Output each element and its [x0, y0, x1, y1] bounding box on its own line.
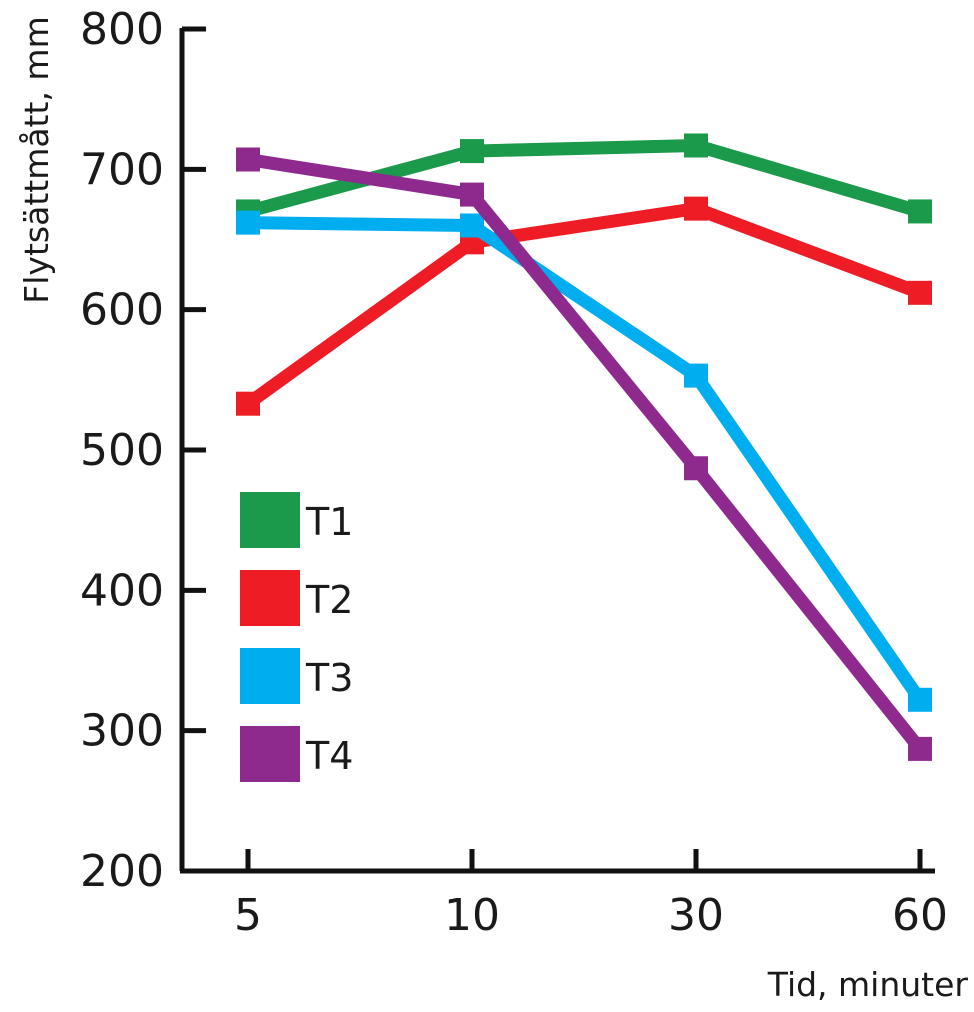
data-point-marker	[908, 280, 932, 305]
x-tick-label: 5	[234, 890, 262, 941]
legend-label: T2	[305, 578, 353, 622]
y-ticks: 200 300 400 500 600 700 800	[80, 4, 206, 897]
legend-item: T2	[240, 570, 353, 626]
data-point-marker	[684, 133, 708, 158]
data-point-marker	[460, 213, 484, 238]
legend-item: T3	[240, 648, 353, 704]
y-tick-label: 400	[80, 565, 164, 616]
series-line	[238, 202, 929, 413]
legend-swatch	[240, 570, 300, 626]
data-point-marker	[236, 210, 260, 235]
legend-label: T1	[305, 500, 353, 544]
y-axis-title: Flytsättmått, mm	[17, 16, 56, 303]
data-point-marker	[684, 363, 708, 388]
series-line	[241, 216, 930, 709]
x-axis-title: Tid, minuter	[767, 965, 969, 1004]
x-ticks: 5 10 30 60	[234, 849, 948, 941]
data-point-marker	[460, 139, 484, 164]
y-tick-label: 200	[80, 846, 164, 897]
data-point-marker	[908, 736, 932, 761]
legend-swatch	[240, 726, 300, 782]
series-t4	[236, 147, 932, 761]
legend: T1 T2 T3 T4	[240, 492, 353, 782]
y-tick-label: 700	[80, 144, 164, 195]
legend-item: T4	[240, 726, 353, 782]
x-tick-label: 10	[444, 890, 500, 941]
y-tick-label: 600	[80, 285, 164, 336]
data-point-marker	[908, 687, 932, 712]
data-point-marker	[908, 199, 932, 224]
legend-swatch	[240, 648, 300, 704]
data-point-marker	[236, 391, 260, 416]
legend-item: T1	[240, 492, 353, 548]
series	[236, 133, 932, 761]
series-t3	[236, 210, 932, 712]
data-point-marker	[460, 182, 484, 207]
x-tick-label: 30	[668, 890, 724, 941]
legend-label: T4	[305, 734, 353, 778]
y-tick-label: 500	[80, 425, 164, 476]
x-tick-label: 60	[892, 890, 948, 941]
data-point-marker	[684, 456, 708, 481]
series-line	[240, 152, 930, 759]
legend-swatch	[240, 492, 300, 548]
y-tick-label: 300	[80, 706, 164, 757]
legend-label: T3	[305, 656, 353, 700]
data-point-marker	[684, 196, 708, 221]
y-tick-label: 800	[80, 4, 164, 55]
data-point-marker	[236, 147, 260, 172]
